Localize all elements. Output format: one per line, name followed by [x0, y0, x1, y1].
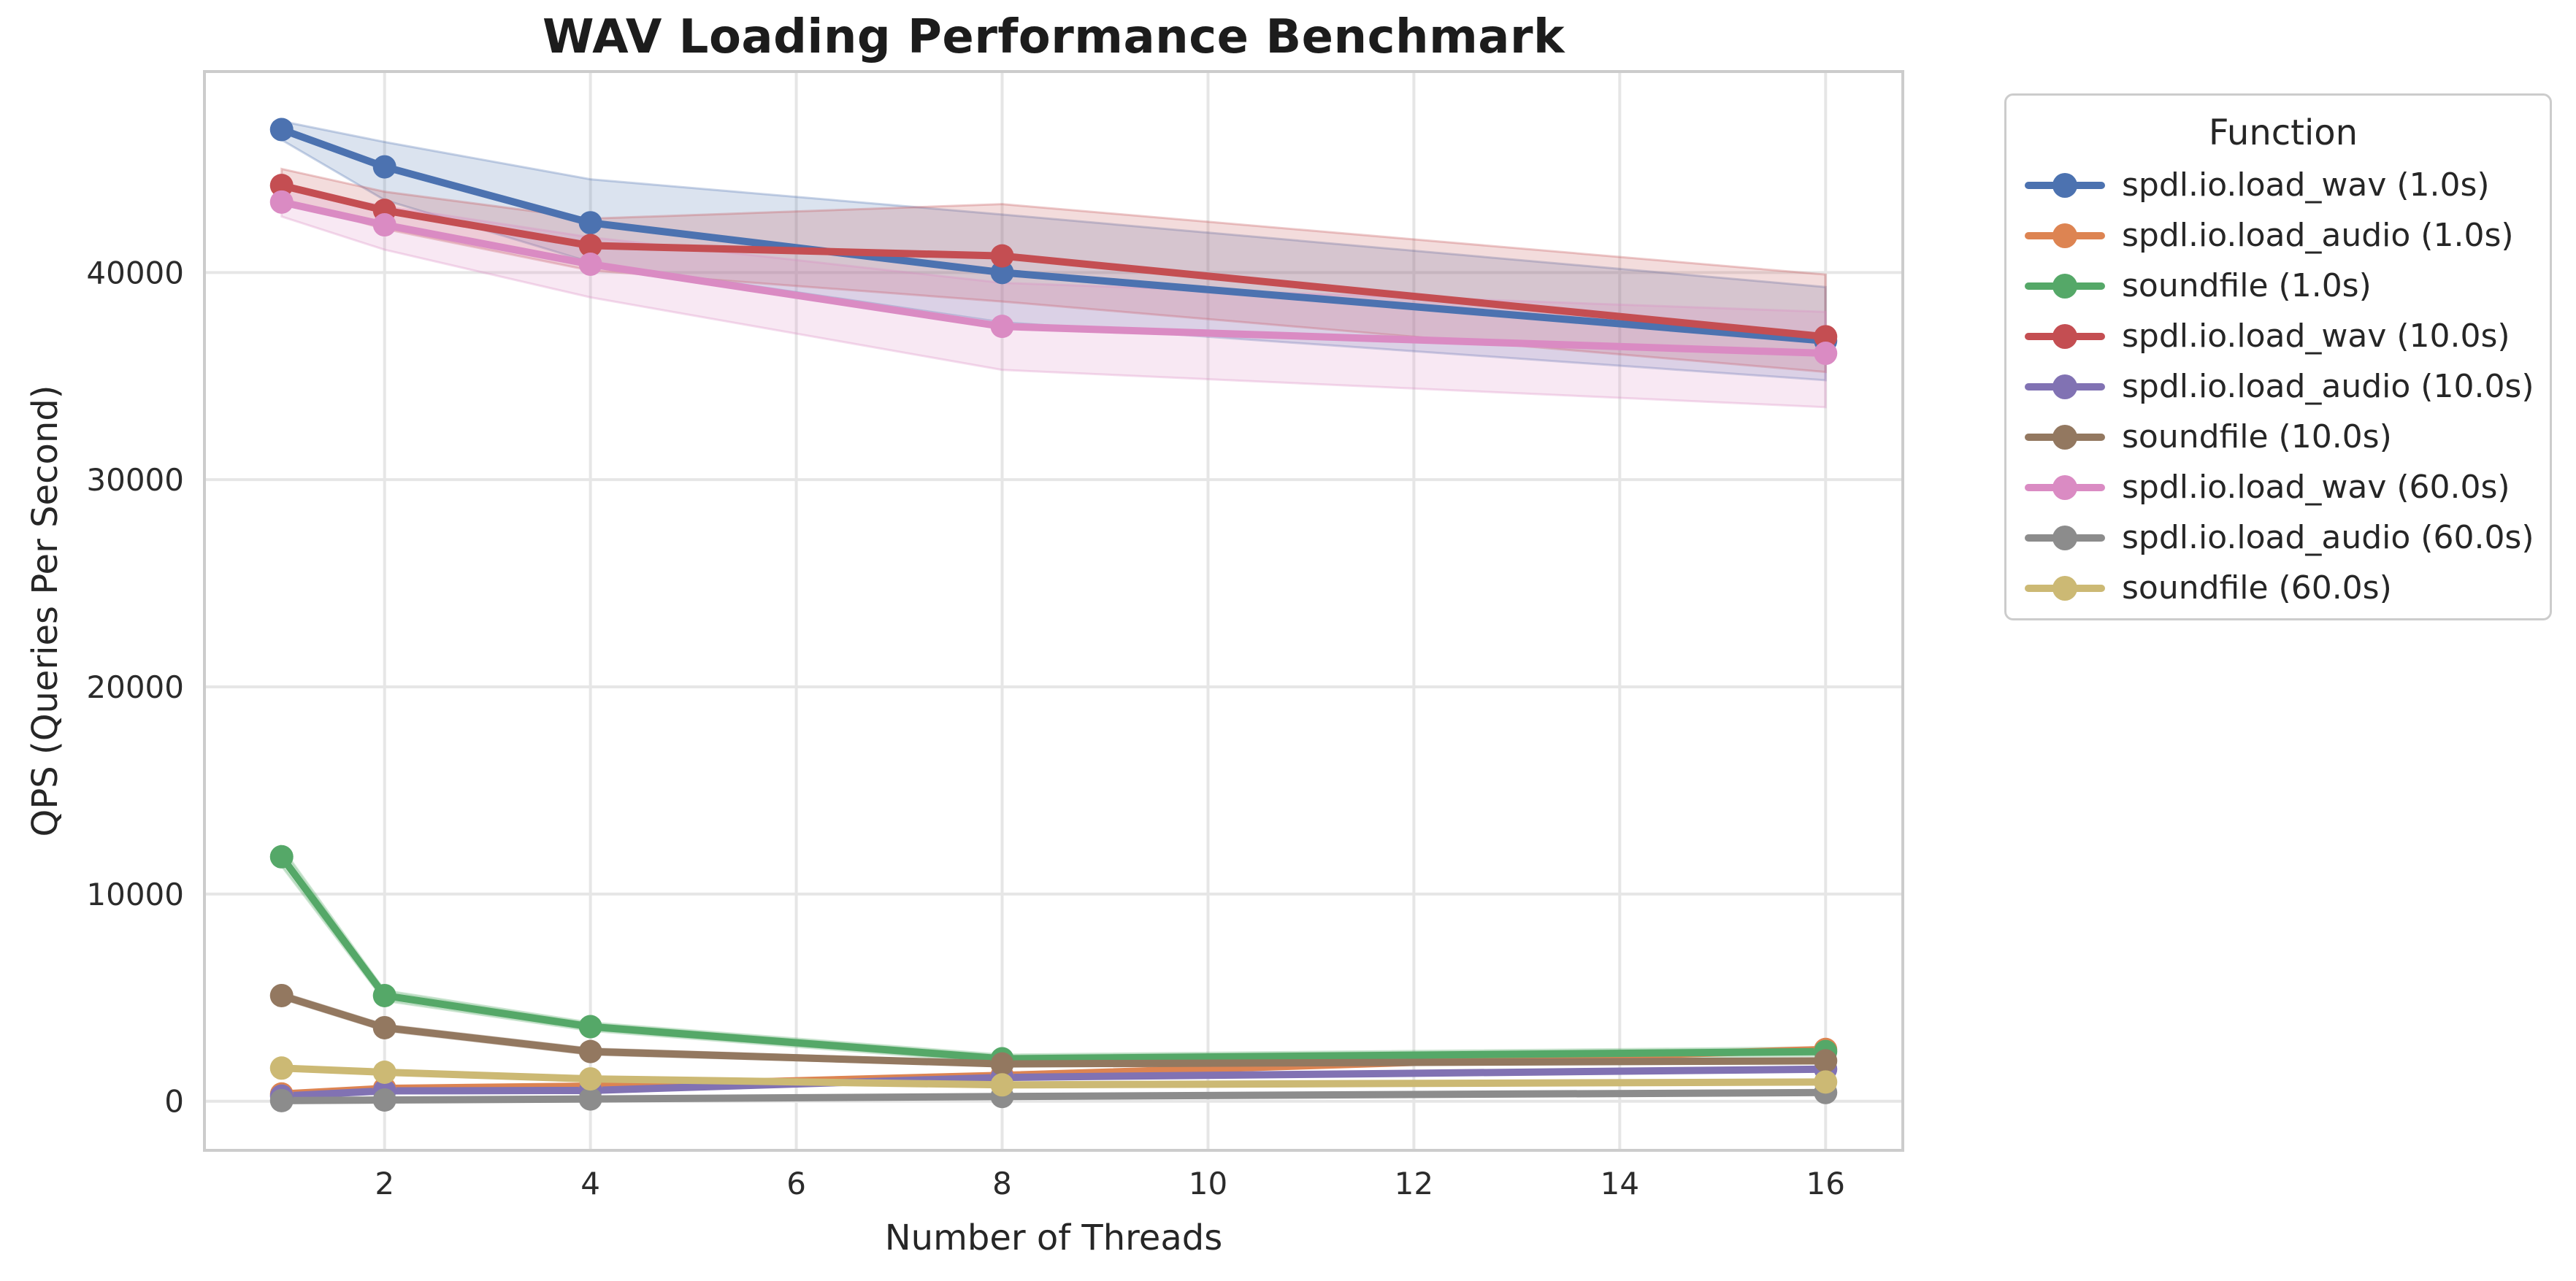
legend-item: soundfile (60.0s) — [2024, 563, 2542, 613]
plot-border — [203, 70, 1904, 1152]
legend-item: spdl.io.load_wav (60.0s) — [2024, 462, 2542, 512]
svg-text:2: 2 — [375, 1166, 394, 1201]
legend-item: spdl.io.load_wav (1.0s) — [2024, 160, 2542, 210]
svg-text:8: 8 — [992, 1166, 1012, 1201]
svg-text:10000: 10000 — [86, 877, 184, 912]
x-axis-label: Number of Threads — [884, 1217, 1223, 1258]
svg-text:6: 6 — [786, 1166, 806, 1201]
x-tick-labels: 2 4 6 8 10 12 14 16 — [375, 1166, 1845, 1201]
legend-item: spdl.io.load_audio (10.0s) — [2024, 361, 2542, 412]
svg-text:10: 10 — [1189, 1166, 1227, 1201]
chart-title: WAV Loading Performance Benchmark — [542, 10, 1565, 64]
legend-item: soundfile (10.0s) — [2024, 412, 2542, 462]
svg-text:16: 16 — [1806, 1166, 1845, 1201]
legend-line-marker-icon — [2025, 374, 2105, 399]
legend-title: Function — [2208, 112, 2358, 153]
svg-text:40000: 40000 — [86, 255, 184, 291]
legend-item-label: spdl.io.load_wav (1.0s) — [2122, 166, 2490, 204]
legend-line-marker-icon — [2025, 575, 2105, 601]
legend-item-label: spdl.io.load_audio (1.0s) — [2122, 217, 2514, 254]
confidence-bands — [280, 120, 1827, 1102]
legend-line-marker-icon — [2025, 525, 2105, 550]
svg-text:14: 14 — [1601, 1166, 1639, 1201]
legend-item-label: soundfile (10.0s) — [2122, 418, 2392, 455]
legend-item-label: spdl.io.load_wav (60.0s) — [2122, 469, 2510, 506]
legend-item: spdl.io.load_audio (60.0s) — [2024, 512, 2542, 563]
legend: Function spdl.io.load_wav (1.0s) spdl.io.… — [2004, 93, 2552, 620]
legend-line-marker-icon — [2025, 223, 2105, 248]
legend-item: spdl.io.load_wav (10.0s) — [2024, 311, 2542, 361]
legend-item-label: spdl.io.load_audio (10.0s) — [2122, 368, 2534, 405]
legend-line-marker-icon — [2025, 323, 2105, 349]
legend-line-marker-icon — [2025, 424, 2105, 450]
svg-text:20000: 20000 — [86, 669, 184, 705]
svg-text:4: 4 — [580, 1166, 600, 1201]
series-markers — [269, 118, 1838, 1112]
legend-item-label: soundfile (1.0s) — [2122, 267, 2372, 304]
legend-item-label: spdl.io.load_audio (60.0s) — [2122, 519, 2534, 556]
legend-line-marker-icon — [2025, 474, 2105, 500]
legend-item-label: soundfile (60.0s) — [2122, 569, 2392, 607]
legend-item: soundfile (1.0s) — [2024, 261, 2542, 311]
legend-line-marker-icon — [2025, 172, 2105, 198]
svg-text:0: 0 — [164, 1084, 184, 1120]
y-tick-labels: 0 10000 20000 30000 40000 — [86, 255, 184, 1119]
legend-item-label: spdl.io.load_wav (10.0s) — [2122, 318, 2510, 355]
legend-line-marker-icon — [2025, 273, 2105, 299]
svg-text:30000: 30000 — [86, 462, 184, 498]
legend-item: spdl.io.load_audio (1.0s) — [2024, 210, 2542, 261]
legend-rows: spdl.io.load_wav (1.0s) spdl.io.load_audi… — [2024, 160, 2542, 613]
svg-text:12: 12 — [1395, 1166, 1433, 1201]
